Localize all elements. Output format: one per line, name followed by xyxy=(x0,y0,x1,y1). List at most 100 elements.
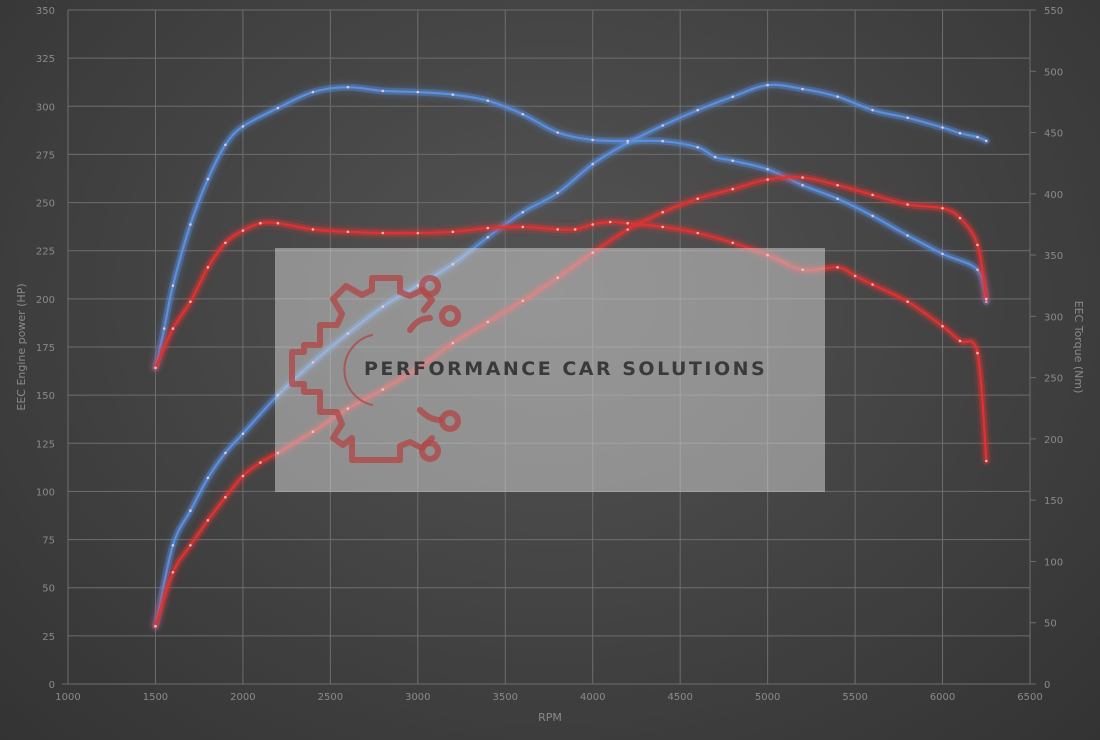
series-1 xyxy=(152,83,990,372)
series-point xyxy=(521,225,525,229)
series-point xyxy=(731,187,734,191)
series-point xyxy=(381,89,385,93)
series-point xyxy=(871,214,874,218)
y-axis-title: EEC Engine power (HP) xyxy=(15,283,28,410)
series-point xyxy=(976,268,979,272)
series-point xyxy=(381,231,385,235)
logo-node-1 xyxy=(419,275,441,297)
series-point xyxy=(941,252,944,256)
y2-tick-label: 450 xyxy=(1044,129,1063,140)
y-tick-label: 100 xyxy=(36,487,55,498)
y2-tick-label: 300 xyxy=(1044,312,1063,323)
y-tick-label: 125 xyxy=(36,439,55,450)
series-point xyxy=(941,126,944,129)
series-point xyxy=(486,99,490,102)
series-point xyxy=(241,125,245,128)
x-tick-label: 6500 xyxy=(1017,692,1042,703)
series-point xyxy=(696,197,699,200)
series-line xyxy=(154,86,988,369)
series-point xyxy=(985,297,988,301)
series-point xyxy=(801,176,804,179)
y2-tick-label: 150 xyxy=(1044,496,1063,507)
series-point xyxy=(976,243,979,247)
series-point xyxy=(958,216,962,220)
y-tick-label: 250 xyxy=(36,199,55,210)
y2-tick-label: 250 xyxy=(1044,374,1063,385)
series-point xyxy=(871,283,874,286)
y-tick-label: 25 xyxy=(42,632,55,643)
logo-node-3 xyxy=(439,410,461,432)
series-point xyxy=(521,112,525,116)
series-point xyxy=(626,228,629,231)
y2-axis-title: EEC Torque (Nm) xyxy=(1072,301,1085,394)
series-point xyxy=(591,162,594,166)
series-point xyxy=(836,266,839,269)
series-point xyxy=(189,544,192,547)
series-point xyxy=(661,139,664,143)
logo-node-2 xyxy=(439,305,461,327)
series-point xyxy=(661,124,664,127)
series-point xyxy=(171,544,175,547)
series-point xyxy=(626,139,629,143)
series-point xyxy=(573,228,577,231)
series-point xyxy=(941,207,944,210)
series-point xyxy=(189,300,192,304)
y2-tick-label: 200 xyxy=(1044,435,1063,446)
y2-tick-label: 50 xyxy=(1044,619,1057,630)
series-point xyxy=(591,138,594,142)
x-tick-label: 4000 xyxy=(580,692,605,703)
series-point xyxy=(311,90,315,94)
tick-labels: 1000 1500 2000 2500 3000 3500 4000 4500 5000 5500… xyxy=(36,6,1063,703)
series-point xyxy=(661,225,664,229)
y-tick-label: 300 xyxy=(36,102,55,113)
series-point xyxy=(171,571,175,574)
y2-tick-label: 0 xyxy=(1044,680,1050,691)
x-tick-label: 3500 xyxy=(493,692,518,703)
y2-tick-label: 350 xyxy=(1044,251,1063,262)
series-point xyxy=(836,183,839,187)
series-point xyxy=(713,155,717,159)
series-point xyxy=(206,177,210,181)
y-tick-label: 75 xyxy=(42,536,55,547)
watermark-panel xyxy=(275,248,825,492)
y2-tick-label: 100 xyxy=(1044,557,1063,568)
series-point xyxy=(451,93,455,96)
brand-name: PERFORMANCE CAR SOLUTIONS xyxy=(364,358,767,380)
series-point xyxy=(416,90,420,94)
series-point xyxy=(976,135,979,139)
series-point xyxy=(171,284,175,288)
series-point xyxy=(259,221,262,225)
logo-inner-arc xyxy=(343,334,373,406)
series-point xyxy=(626,221,629,225)
series-point xyxy=(853,274,857,278)
y-tick-label: 200 xyxy=(36,295,55,306)
series-point xyxy=(556,228,559,231)
series-point xyxy=(224,495,227,499)
logo-circuit-bottom xyxy=(417,407,443,423)
series-point xyxy=(766,178,769,181)
x-tick-label: 6000 xyxy=(930,692,955,703)
y2-tick-label: 500 xyxy=(1044,67,1063,78)
series-point xyxy=(224,143,227,147)
series-point xyxy=(871,193,874,197)
series-point xyxy=(276,106,280,110)
x-tick-label: 1000 xyxy=(55,692,80,703)
series-point xyxy=(416,231,420,235)
y-tick-label: 350 xyxy=(36,6,55,17)
series-point xyxy=(696,231,699,235)
series-point xyxy=(206,476,210,480)
x-axis-title: RPM xyxy=(538,711,562,724)
y-tick-label: 175 xyxy=(36,343,55,354)
series-point xyxy=(591,223,594,226)
series-point xyxy=(731,95,734,98)
series-point xyxy=(836,95,839,98)
series-point xyxy=(906,203,909,206)
series-point xyxy=(906,234,909,237)
series-point xyxy=(976,351,979,355)
series-point xyxy=(162,327,166,330)
series-point xyxy=(241,229,245,232)
series-point xyxy=(731,241,734,245)
series-point xyxy=(958,339,962,343)
series-point xyxy=(906,300,909,304)
